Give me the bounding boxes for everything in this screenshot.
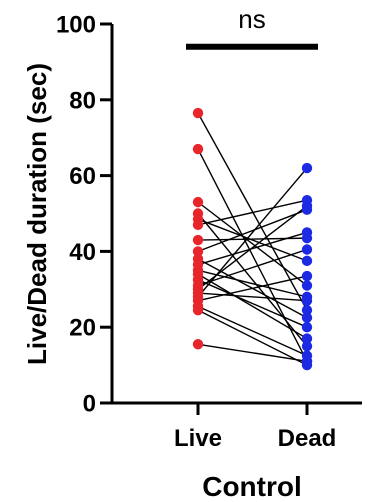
pair-line <box>197 343 308 363</box>
dead-point <box>301 255 313 267</box>
pair-line <box>197 231 308 266</box>
pair-line <box>197 292 308 302</box>
dead-point <box>301 270 313 282</box>
pair-line <box>197 248 308 287</box>
pair-line <box>197 273 308 340</box>
y-tick-label: 80 <box>69 87 96 114</box>
pair-lines <box>197 112 308 366</box>
x-tick-label: Live <box>174 425 222 452</box>
dead-point <box>301 312 313 323</box>
significance-label: ns <box>238 4 265 34</box>
pair-line <box>197 199 308 226</box>
dead-point <box>301 304 313 316</box>
pair-line <box>197 218 308 262</box>
live-point <box>192 143 204 155</box>
dead-point <box>301 200 313 212</box>
pair-line <box>197 209 308 253</box>
y-tick-label: 40 <box>69 239 96 266</box>
y-tick-label: 60 <box>69 163 96 190</box>
live-point <box>192 339 204 350</box>
pair-line <box>197 213 308 347</box>
dead-point <box>301 356 313 367</box>
dead-point <box>301 280 313 291</box>
dead-point <box>301 227 313 238</box>
live-point <box>192 196 204 208</box>
dead-point <box>301 333 313 344</box>
y-tick-label: 100 <box>56 12 96 39</box>
pair-line <box>197 309 308 366</box>
data-points <box>192 107 313 371</box>
pair-line <box>197 279 308 328</box>
pair-line <box>197 167 308 298</box>
pair-line <box>197 305 308 357</box>
y-axis-title: Live/Dead duration (sec) <box>22 63 52 365</box>
dead-point <box>301 244 313 255</box>
live-point <box>192 107 204 119</box>
axes: 0 20 40 60 80 100 Live Dead <box>56 12 362 452</box>
pair-line <box>197 237 308 241</box>
live-point <box>192 304 204 316</box>
dead-point <box>301 295 313 306</box>
y-tick-label: 0 <box>83 391 96 418</box>
x-axis-title: Control <box>202 471 302 502</box>
dead-point <box>301 340 313 352</box>
live-point <box>192 219 204 231</box>
pair-line <box>197 148 308 362</box>
live-point <box>192 234 204 246</box>
dead-point <box>301 322 313 333</box>
dead-point <box>301 162 313 174</box>
x-tick-label: Dead <box>278 425 337 452</box>
pair-line <box>197 112 308 311</box>
pair-line <box>197 201 308 287</box>
y-tick-label: 20 <box>69 315 96 342</box>
live-point <box>192 246 204 257</box>
pair-line <box>197 275 308 302</box>
